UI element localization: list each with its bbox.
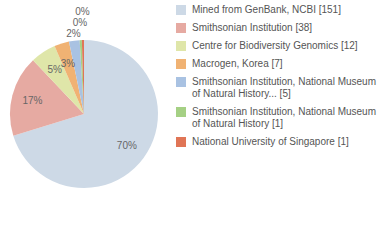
html-text:Smithsonian Institution, Natio: Smithsonian Institution, National Museum… <box>192 76 376 99</box>
svg-text:3%: 3% <box>61 58 76 69</box>
html-text:Mined from GenBank, NCBI [151]: Mined from GenBank, NCBI [151] <box>192 4 341 15</box>
html-text:National University of Singapo: National University of Singapore [1] <box>192 136 349 147</box>
svg-text:2%: 2% <box>66 28 81 39</box>
svg-text:17%: 17% <box>22 95 42 106</box>
html-text:Smithsonian Institution [38]: Smithsonian Institution [38] <box>192 22 313 33</box>
svg-text:5%: 5% <box>47 64 62 76</box>
html-text:Smithsonian Institution, Natio: Smithsonian Institution, National Museum… <box>192 106 376 129</box>
svg-text:70%: 70% <box>117 140 137 151</box>
svg-text:0%: 0% <box>75 6 90 17</box>
html-text:Centre for Biodiversity Genomi: Centre for Biodiversity Genomics [12] <box>192 40 358 51</box>
svg-text:0%: 0% <box>73 17 88 28</box>
html-text:Macrogen, Korea [7]: Macrogen, Korea [7] <box>192 58 283 69</box>
